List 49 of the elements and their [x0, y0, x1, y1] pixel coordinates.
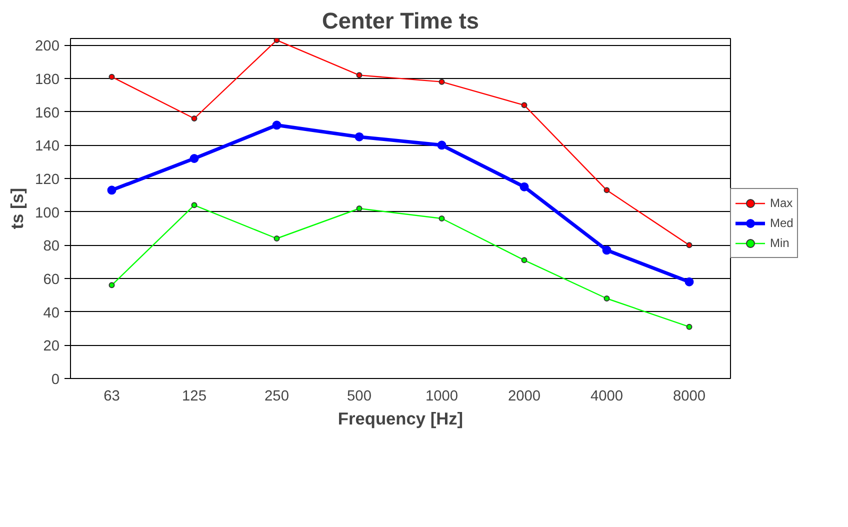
- point: [686, 324, 692, 330]
- x-tick-label: 500: [347, 388, 372, 404]
- x-tick-label: 63: [104, 388, 120, 404]
- legend-label: Min: [770, 236, 790, 250]
- y-tick-label: 80: [43, 238, 60, 255]
- x-tick-label: 250: [264, 388, 289, 404]
- point: [356, 72, 362, 78]
- point: [191, 202, 198, 208]
- y-tick-label: 180: [35, 72, 60, 88]
- point: [438, 216, 445, 222]
- y-tick-label: 0: [51, 372, 60, 388]
- y-tick-label: 20: [43, 338, 60, 355]
- point: [604, 296, 610, 302]
- x-tick-label: 8000: [672, 388, 706, 404]
- y-tick-label: 160: [35, 105, 60, 122]
- point: [354, 132, 364, 142]
- x-tick-label: 125: [182, 388, 206, 404]
- point: [107, 186, 116, 195]
- legend-label: Med: [770, 216, 794, 230]
- point: [521, 102, 528, 108]
- y-tick-label: 200: [35, 38, 60, 55]
- point: [437, 140, 446, 150]
- y-tick-label: 40: [43, 305, 60, 322]
- y-axis-title: ts [s]: [7, 188, 28, 230]
- point: [190, 154, 199, 163]
- y-tick-label: 120: [35, 172, 60, 188]
- y-tick-label: 140: [35, 138, 60, 155]
- point: [438, 78, 445, 85]
- point: [108, 282, 115, 288]
- point: [604, 187, 610, 194]
- point: [191, 116, 198, 122]
- x-tick-label: 1000: [425, 388, 458, 404]
- point: [108, 74, 115, 80]
- y-tick-label: 60: [43, 272, 60, 288]
- point: [520, 182, 529, 192]
- y-tick-label: 100: [35, 205, 60, 222]
- point: [274, 38, 280, 44]
- point: [521, 257, 528, 264]
- point: [602, 246, 612, 255]
- x-tick-label: 4000: [590, 388, 624, 404]
- point: [356, 206, 362, 212]
- point: [274, 236, 280, 242]
- chart-title: Center Time ts: [322, 8, 479, 34]
- x-axis-title: Frequency [Hz]: [338, 408, 464, 428]
- x-tick-label: 2000: [508, 388, 541, 404]
- point: [684, 277, 694, 286]
- point: [272, 120, 282, 130]
- legend-label: Max: [770, 196, 793, 210]
- point: [686, 242, 692, 248]
